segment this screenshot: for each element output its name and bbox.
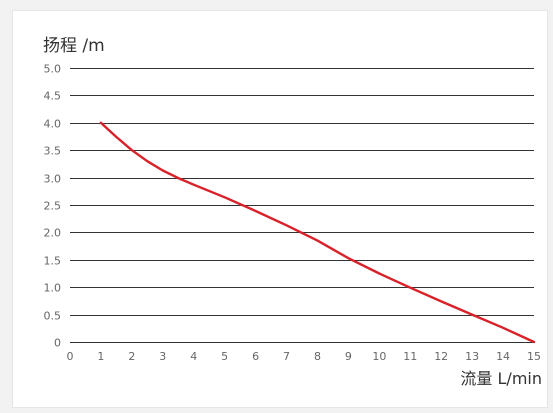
y-tick-label: 3.0 bbox=[44, 173, 62, 186]
x-tick-label: 7 bbox=[283, 350, 290, 363]
x-tick-label: 0 bbox=[67, 350, 74, 363]
y-tick-label: 1.5 bbox=[44, 255, 62, 268]
y-tick-label: 4.5 bbox=[44, 90, 62, 103]
chart-card: 扬程 /m 0 0.5 1.0 1.5 2.0 2.5 3.0 3.5 4.0 4.5 5.0 0 1… bbox=[12, 10, 548, 408]
y-tick-label: 4.0 bbox=[44, 118, 62, 131]
x-tick-label: 14 bbox=[496, 350, 510, 363]
x-tick-label: 6 bbox=[252, 350, 259, 363]
y-tick-label: 5.0 bbox=[44, 63, 62, 76]
grid-lines bbox=[70, 68, 534, 343]
x-tick-label: 1 bbox=[97, 350, 104, 363]
x-tick-label: 2 bbox=[128, 350, 135, 363]
y-tick-label: 1.0 bbox=[44, 282, 62, 295]
x-tick-label: 15 bbox=[527, 350, 541, 363]
y-tick-labels: 0 0.5 1.0 1.5 2.0 2.5 3.0 3.5 4.0 4.5 5.0 bbox=[44, 63, 62, 350]
x-tick-label: 3 bbox=[159, 350, 166, 363]
x-tick-label: 13 bbox=[465, 350, 479, 363]
y-tick-label: 0.5 bbox=[44, 310, 62, 323]
x-tick-label: 12 bbox=[434, 350, 448, 363]
x-tick-label: 10 bbox=[372, 350, 386, 363]
x-tick-label: 11 bbox=[403, 350, 417, 363]
pump-curve-chart: 扬程 /m 0 0.5 1.0 1.5 2.0 2.5 3.0 3.5 4.0 4.5 5.0 0 1… bbox=[43, 36, 542, 388]
x-tick-label: 8 bbox=[314, 350, 321, 363]
y-tick-label: 2.5 bbox=[44, 200, 62, 213]
series-line bbox=[99, 121, 536, 344]
x-tick-label: 9 bbox=[345, 350, 352, 363]
y-tick-label: 0 bbox=[54, 337, 61, 350]
x-axis-title: 流量 L/min bbox=[460, 369, 542, 388]
y-tick-label: 2.0 bbox=[44, 227, 62, 240]
x-tick-label: 5 bbox=[221, 350, 228, 363]
y-axis-title: 扬程 /m bbox=[43, 36, 105, 56]
x-tick-labels: 0 1 2 3 4 5 6 7 8 9 10 11 12 13 14 15 bbox=[67, 350, 542, 363]
y-tick-label: 3.5 bbox=[44, 145, 62, 158]
series-group bbox=[99, 121, 536, 344]
x-tick-label: 4 bbox=[190, 350, 197, 363]
